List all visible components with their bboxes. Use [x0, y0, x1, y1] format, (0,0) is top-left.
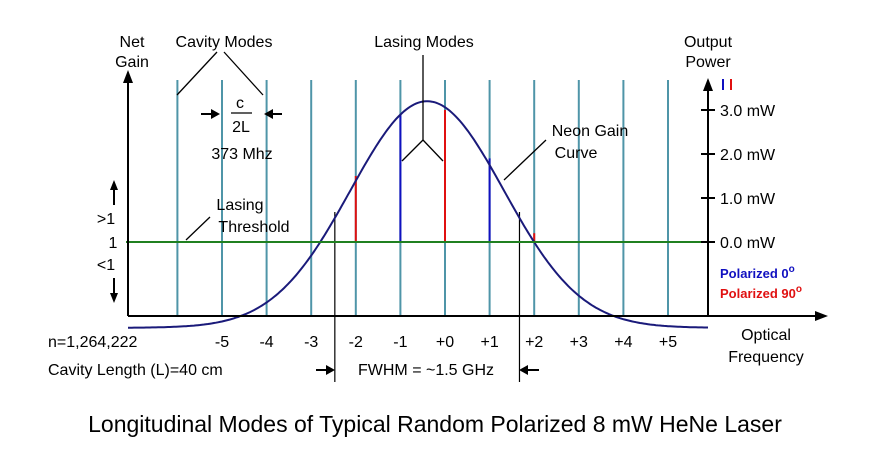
- legend-polarized-0: Polarized 0o: [720, 264, 795, 281]
- legend-polarized-90: Polarized 90o: [720, 284, 802, 301]
- lasing-modes-label: Lasing Modes: [374, 34, 474, 51]
- optical-frequency-label-line1: Optical: [741, 327, 791, 344]
- gain-eq1-label: 1: [109, 235, 118, 252]
- fwhm-arrow-left: [316, 365, 335, 375]
- gain-up-arrow: [110, 180, 118, 205]
- output-power-label-line1: Output: [684, 34, 733, 51]
- mode-index-label: +1: [480, 334, 498, 351]
- gain-gt1-label: >1: [97, 211, 115, 228]
- cavity-modes-label: Cavity Modes: [176, 34, 273, 51]
- fwhm-marker-lines: [334, 212, 521, 382]
- mode-index-label: +5: [659, 334, 677, 351]
- net-gain-label-line1: Net: [120, 34, 145, 51]
- output-power-label-line2: Power: [685, 54, 731, 71]
- refractive-index-label: n=1,264,222: [48, 334, 138, 351]
- lasing-mode-lines: [354, 110, 536, 242]
- mode-index-label: -3: [304, 334, 318, 351]
- power-tick-label: 3.0 mW: [720, 103, 776, 120]
- net-gain-label-line2: Gain: [115, 54, 149, 71]
- gain-down-arrow: [110, 278, 118, 303]
- cavity-length-label: Cavity Length (L)=40 cm: [48, 362, 223, 379]
- power-tick-label: 2.0 mW: [720, 147, 776, 164]
- gain-lt1-label: <1: [97, 257, 115, 274]
- spacing-arrow-right: [264, 109, 282, 119]
- polarization-marks-icon: [722, 79, 732, 90]
- lasing-threshold-label-line2: Threshold: [218, 219, 289, 236]
- lasing-modes-pointer-right: [422, 139, 444, 162]
- right-y-axis-arrowhead: [703, 78, 713, 91]
- cavity-modes-pointer-left: [176, 51, 218, 96]
- mode-index-label: -1: [393, 334, 407, 351]
- lasing-threshold-pointer: [185, 216, 211, 241]
- cavity-modes-pointer-right: [223, 51, 264, 96]
- power-axis-ticks: 0.0 mW 1.0 mW 2.0 mW 3.0 mW: [701, 103, 776, 252]
- neon-gain-pointer: [503, 139, 547, 181]
- spacing-denominator: 2L: [232, 119, 250, 136]
- spacing-numerator: c: [236, 95, 244, 112]
- mode-index-labels: -5 -4 -3 -2 -1 +0 +1 +2 +3 +4 +5: [215, 334, 677, 351]
- mode-index-label: +2: [525, 334, 543, 351]
- fwhm-arrow-right: [519, 365, 539, 375]
- power-tick-label: 0.0 mW: [720, 235, 776, 252]
- neon-gain-label-line1: Neon Gain: [552, 123, 629, 140]
- x-axis-arrowhead: [815, 311, 828, 321]
- spacing-arrow-left: [201, 109, 220, 119]
- figure-caption: Longitudinal Modes of Typical Random Pol…: [88, 411, 782, 437]
- power-tick-label: 1.0 mW: [720, 191, 776, 208]
- mode-index-label: -5: [215, 334, 229, 351]
- fwhm-label: FWHM = ~1.5 GHz: [358, 362, 494, 379]
- mode-index-label: +3: [570, 334, 588, 351]
- spacing-frequency: 373 Mhz: [211, 146, 272, 163]
- mode-index-label: +0: [436, 334, 454, 351]
- left-y-axis-arrowhead: [123, 70, 133, 83]
- neon-gain-label-line2: Curve: [555, 145, 598, 162]
- mode-index-label: -2: [349, 334, 363, 351]
- lasing-modes-pointer-left: [401, 139, 424, 162]
- mode-index-label: -4: [259, 334, 273, 351]
- lasing-threshold-label-line1: Lasing: [216, 197, 263, 214]
- optical-frequency-label-line2: Frequency: [728, 349, 804, 366]
- mode-index-label: +4: [614, 334, 632, 351]
